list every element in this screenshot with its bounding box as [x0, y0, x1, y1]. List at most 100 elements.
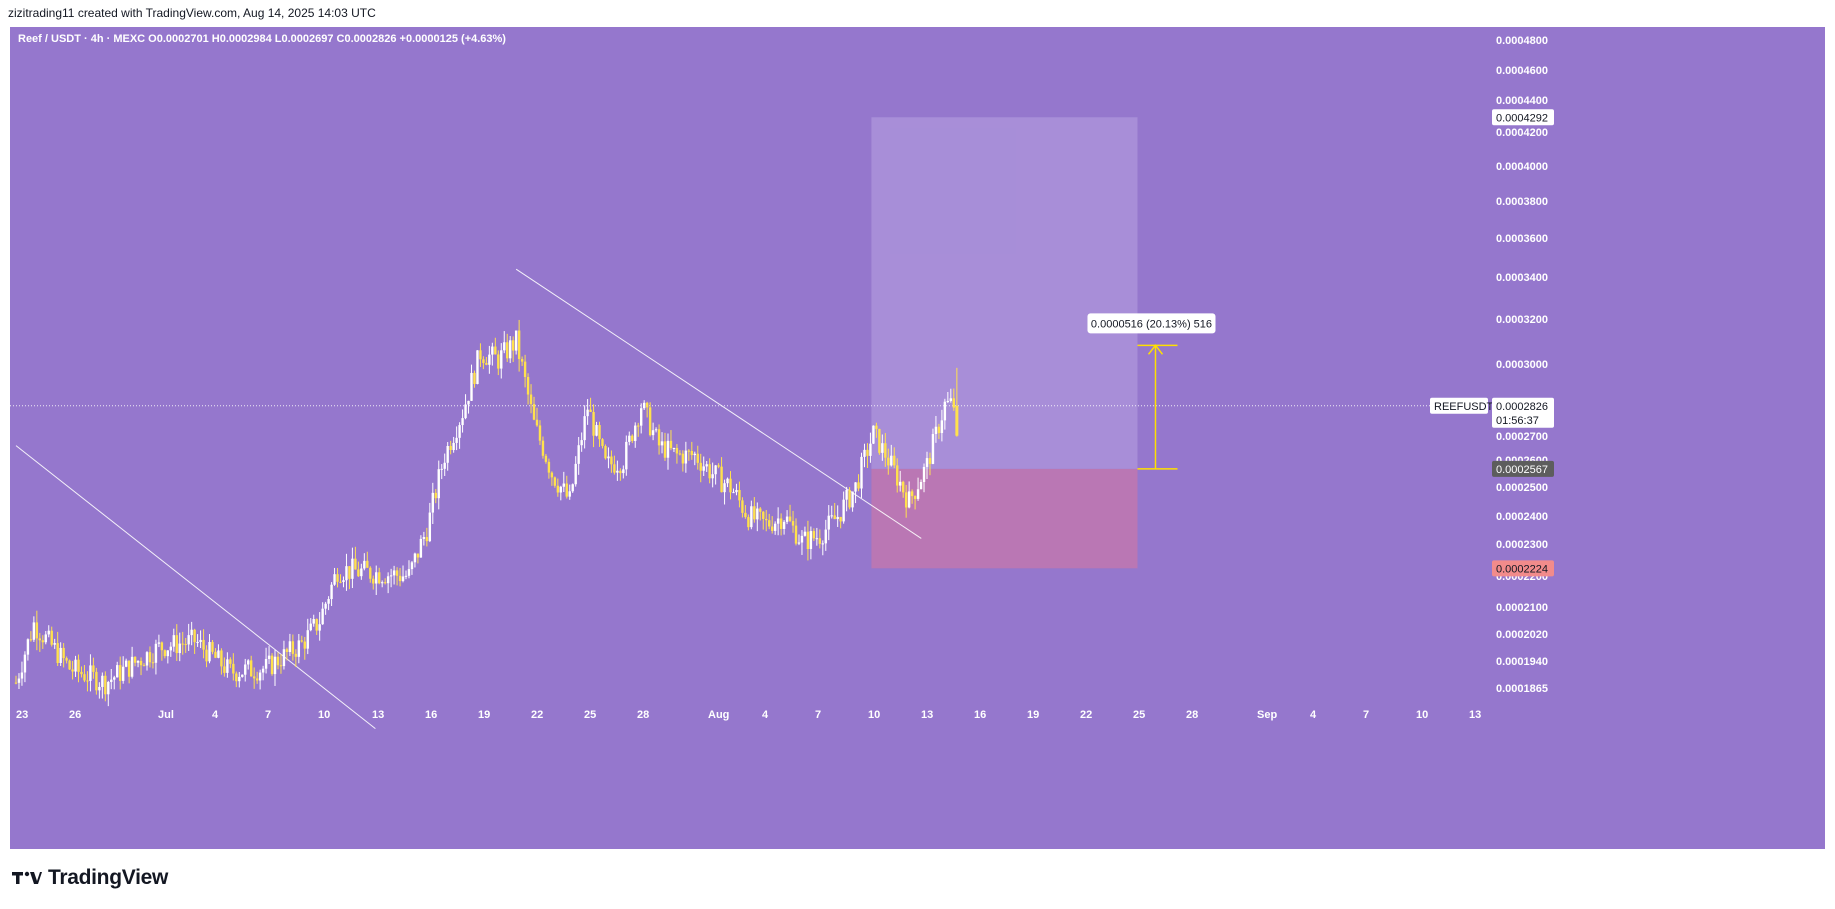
candle-body [118, 665, 122, 681]
candle-body [559, 486, 563, 493]
time-axis-label: 10 [1416, 709, 1428, 721]
candle-body [47, 630, 50, 635]
candle-body [425, 537, 429, 542]
candle-body [922, 466, 926, 483]
candle-body [526, 376, 530, 395]
candle-body [869, 443, 872, 456]
candle-body [506, 342, 509, 359]
candle-body [273, 656, 277, 675]
chart-area[interactable]: 0.0000516 (20.13%) 516 0.0004800 0.000460… [10, 27, 1825, 849]
candle-body [50, 630, 53, 645]
candle-body [431, 492, 434, 513]
candle-body [92, 665, 95, 672]
candle-body [509, 340, 512, 359]
candle-body [717, 465, 720, 467]
candle-body [753, 506, 756, 520]
candle-body [833, 515, 836, 520]
price-axis-label: 0.0002100 [1496, 602, 1548, 614]
entry-price-tag-bg [1492, 460, 1554, 477]
candle-body [785, 516, 789, 522]
tradingview-logo[interactable]: TradingView [12, 866, 168, 890]
candle-body [839, 516, 842, 522]
candle-body [770, 526, 774, 531]
candle-body [139, 660, 143, 666]
entry-price-tag: 0.0002567 [1496, 464, 1548, 476]
candle-body [121, 666, 125, 681]
candle-body [467, 400, 470, 405]
candle-body [872, 425, 875, 444]
candle-body [38, 638, 42, 641]
candle-body [672, 447, 676, 449]
candle-body [887, 457, 890, 466]
candle-body [235, 673, 238, 682]
candle-body [288, 641, 292, 652]
candle-body [86, 680, 89, 682]
candle-body [404, 575, 408, 577]
candle-body [285, 649, 289, 652]
candle-body [568, 491, 571, 497]
candle-body [890, 455, 893, 466]
candle-body [303, 641, 306, 649]
candle-body [172, 635, 175, 647]
candle-body [357, 569, 360, 577]
candle-body [899, 481, 902, 486]
candle-body [336, 574, 339, 582]
position-zones [871, 117, 1138, 569]
time-axis-label: 28 [637, 709, 649, 721]
target-price-tag: 0.0004292 [1496, 112, 1548, 124]
current-price-tag-bg [1492, 397, 1554, 428]
time-axis-label: 7 [265, 709, 271, 721]
candle-body [595, 425, 598, 436]
candle-body [848, 489, 851, 508]
candle-body [327, 599, 330, 604]
candle-body [56, 643, 59, 663]
candle-body [110, 679, 113, 682]
candle-body [196, 641, 199, 643]
candle-body [547, 461, 551, 473]
candle-body [675, 447, 679, 454]
candle-body [190, 629, 193, 636]
candle-body [625, 441, 628, 470]
candle-body [702, 466, 705, 471]
candle-body [726, 478, 729, 484]
candle-body [538, 425, 542, 441]
candle-body [678, 453, 682, 455]
candle-body [690, 450, 694, 456]
candle-body [211, 642, 214, 652]
candle-body [232, 663, 235, 674]
price-chart[interactable]: 0.0000516 (20.13%) 516 0.0004800 0.000460… [10, 27, 1825, 849]
candle-body [163, 650, 167, 657]
candle-body [741, 500, 744, 513]
candle-body [815, 538, 819, 540]
candle-body [80, 671, 83, 675]
candle-body [297, 640, 301, 657]
price-axis-label: 0.0001940 [1496, 656, 1548, 668]
candle-body [130, 656, 134, 677]
price-axis-label: 0.0004800 [1496, 35, 1548, 47]
candle-body [645, 402, 649, 408]
time-axis-label: 10 [318, 709, 330, 721]
candle-body [681, 453, 685, 464]
time-axis-label: 13 [921, 709, 933, 721]
candle-body [68, 660, 71, 670]
candle-body [193, 629, 196, 643]
time-axis-label: 22 [1080, 709, 1092, 721]
tradingview-logo-icon [12, 871, 42, 884]
time-axis-label: Jul [158, 709, 174, 721]
candle-body [687, 450, 691, 452]
candle-body [369, 567, 372, 579]
candle-body [562, 483, 565, 487]
candle-body [821, 543, 825, 545]
symbol-tag-bg [1430, 397, 1488, 414]
candle-body [884, 443, 887, 458]
candle-body [380, 582, 384, 584]
candle-body [779, 518, 783, 529]
candle-body [392, 570, 396, 576]
candle-body [375, 572, 378, 584]
candle-body [651, 430, 655, 436]
time-axis-label: 25 [584, 709, 596, 721]
candle-body [26, 639, 30, 655]
candle-body [95, 671, 98, 691]
time-axis-label: 4 [762, 709, 769, 721]
candle-body [836, 516, 839, 520]
